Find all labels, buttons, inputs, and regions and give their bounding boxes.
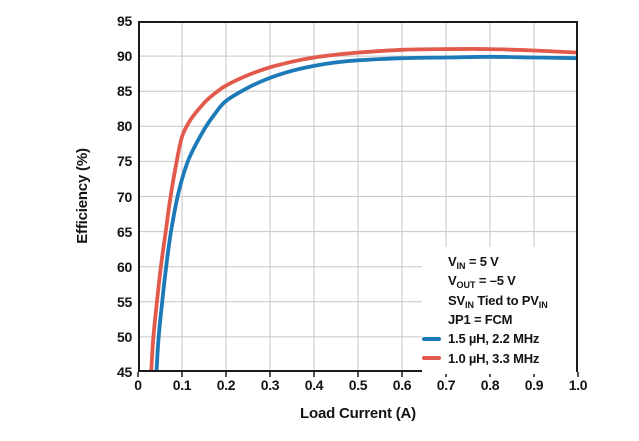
legend-entry: 1.0 µH, 3.3 MHz <box>422 348 576 367</box>
x-tick-label: 0.6 <box>392 377 412 393</box>
y-tick-label: 60 <box>117 258 132 275</box>
y-tick-label: 45 <box>117 364 132 380</box>
x-tick-label: 0.2 <box>216 377 236 393</box>
plot-area: 45 50 55 60 65 70 75 80 85 90 95 0 0.1 0.2 0.3 0.4 0.5 0… <box>117 13 588 393</box>
x-tick-label: 1.0 <box>568 377 588 393</box>
legend-line-swatch <box>422 356 448 361</box>
legend-condition: SVIN Tied to PVIN <box>422 291 576 310</box>
legend-condition-text: VOUT = –5 V <box>448 273 516 291</box>
legend-condition: VOUT = –5 V <box>422 271 576 290</box>
legend: VIN = 5 V VOUT = –5 V SVIN Tied to PVIN JP1… <box>422 247 576 374</box>
y-tick-label: 75 <box>117 153 132 170</box>
x-tick-label: 0.8 <box>480 377 500 393</box>
y-tick-label: 95 <box>117 13 132 29</box>
y-axis-title: Efficiency (%) <box>74 148 91 244</box>
x-axis-title: Load Current (A) <box>300 405 416 422</box>
y-tick-label: 80 <box>117 118 132 135</box>
legend-entry-label: 1.0 µH, 3.3 MHz <box>448 350 540 366</box>
x-tick-label: 0.7 <box>436 377 456 393</box>
legend-condition-text: JP1 = FCM <box>448 312 513 328</box>
y-tick-label: 50 <box>117 328 132 345</box>
x-tick-label: 0.3 <box>260 377 280 393</box>
legend-line-swatch <box>422 336 448 341</box>
x-tick-label: 0 <box>134 377 142 393</box>
x-tick-label: 0.1 <box>172 377 192 393</box>
legend-entry: 1.5 µH, 2.2 MHz <box>422 329 576 348</box>
y-tick-label: 90 <box>117 48 132 65</box>
legend-condition-text: SVIN Tied to PVIN <box>448 292 548 310</box>
legend-condition-text: VIN = 5 V <box>448 254 499 272</box>
y-tick-label: 55 <box>117 293 132 310</box>
legend-condition: JP1 = FCM <box>422 310 576 329</box>
x-tick-label: 0.4 <box>304 377 324 393</box>
chart-canvas <box>137 21 579 377</box>
y-tick-label: 65 <box>117 223 132 240</box>
x-tick-label: 0.5 <box>348 377 368 393</box>
y-tick-label: 70 <box>117 188 132 205</box>
x-tick-label: 0.9 <box>524 377 544 393</box>
y-tick-label: 85 <box>117 83 132 100</box>
legend-condition: VIN = 5 V <box>422 252 576 271</box>
legend-entry-label: 1.5 µH, 2.2 MHz <box>448 331 540 347</box>
